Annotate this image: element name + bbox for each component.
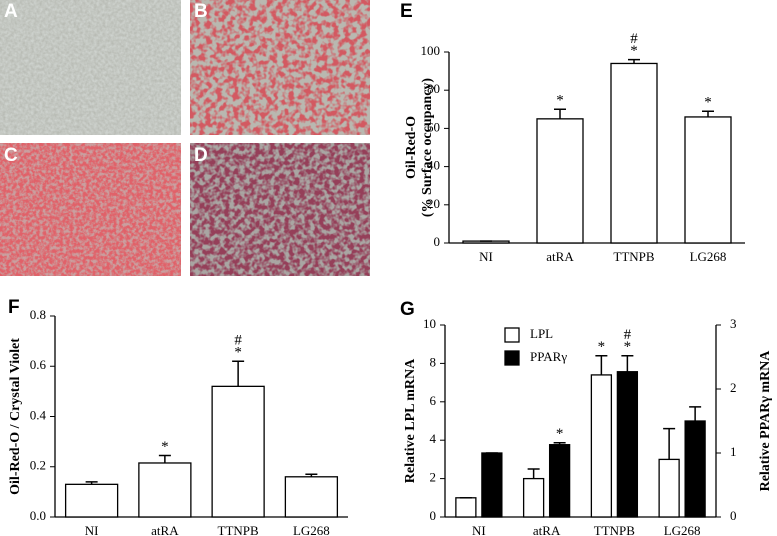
panel-label: B [194,1,208,22]
y-axis-label: (% Surface occupancy) [420,78,435,218]
error-bar [663,427,676,460]
bar [616,371,639,518]
significance-mark: * [234,345,242,361]
bar [211,385,265,518]
y-tick-label: 100 [421,43,441,58]
y-tick-label: 0.4 [30,407,47,422]
y-tick-label: 8 [430,354,437,369]
bar [284,476,339,518]
y-tick-label: 40 [427,158,440,173]
y2-tick-label: 3 [730,316,737,331]
error-bar [554,108,566,119]
micrograph-texture [190,0,370,135]
legend-swatch [504,350,520,366]
legend-label: LPL [530,326,553,341]
error-bar [595,354,608,375]
significance-mark: # [234,333,242,349]
error-bar [689,406,702,421]
error-bar [702,110,714,117]
panel-label: F [8,297,20,318]
y-tick-label: 0.8 [30,307,46,322]
bar [658,458,680,518]
micrograph-texture [0,0,181,135]
y-tick-label: 10 [423,316,436,331]
x-tick-label: LG268 [664,523,701,536]
micrograph-texture [0,143,181,276]
y2-axis-label: Relative PPARγ mRNA [758,350,773,492]
legend-label: PPARγ [530,349,567,364]
x-tick-label: LG268 [690,249,727,264]
x-tick-label: atRA [533,523,561,536]
bar [536,118,584,244]
x-tick-label: TTNPB [613,249,655,264]
error-bar [553,442,566,445]
y-tick-label: 2 [430,470,437,485]
y-axis-label: Oil-Red-O [404,116,419,179]
significance-mark: * [630,43,638,59]
y-tick-label: 0 [430,508,437,523]
y-axis-label: Oil-Red-O / Crystal Violet [8,338,23,495]
bar [684,420,706,518]
panel-label: G [400,299,415,320]
legend-swatch [504,327,520,343]
y-tick-label: 60 [427,119,440,134]
bar [138,462,192,518]
error-bar [628,58,640,64]
error-bar [232,360,245,387]
significance-mark: * [624,339,632,355]
x-tick-label: atRA [546,249,574,264]
micrographs: A B C D [0,0,370,276]
y-axis-label: Relative LPL mRNA [403,358,418,483]
bar [610,62,658,244]
x-tick-label: TTNPB [594,523,636,536]
significance-mark: * [598,339,606,355]
x-tick-label: atRA [151,523,179,536]
bar [522,477,545,518]
y2-tick-label: 0 [730,508,737,523]
bar [481,452,503,518]
bar [455,497,477,518]
bar [590,374,613,518]
bar [64,483,119,518]
panel-label: C [4,145,18,166]
y-tick-label: 4 [430,431,437,446]
significance-mark: # [624,327,632,343]
significance-mark: * [556,426,564,442]
y-tick-label: 20 [427,196,440,211]
error-bar [621,354,634,372]
bar [684,116,732,244]
y2-tick-label: 2 [730,380,737,395]
y-tick-label: 80 [427,81,440,96]
error-bar [158,454,171,463]
y2-tick-label: 1 [730,444,737,459]
x-tick-label: NI [472,523,486,536]
y-tick-label: 0 [434,234,441,249]
error-bar [85,481,98,485]
x-tick-label: TTNPB [218,523,260,536]
error-bar [527,468,540,479]
micrograph-texture [190,143,370,276]
panel-label: D [194,145,208,166]
error-bar [305,473,318,477]
significance-mark: * [556,93,564,109]
x-tick-label: NI [85,523,99,536]
panel-label: A [4,1,18,22]
significance-mark: * [161,439,169,455]
bar [548,444,571,518]
y-tick-label: 0.0 [30,508,46,523]
y-tick-label: 0.2 [30,458,46,473]
x-tick-label: NI [479,249,493,264]
significance-mark: # [630,31,638,47]
x-tick-label: LG268 [293,523,330,536]
y-tick-label: 6 [430,393,437,408]
panel-label: E [400,1,413,22]
significance-mark: * [704,95,712,111]
y-tick-label: 0.6 [30,357,47,372]
